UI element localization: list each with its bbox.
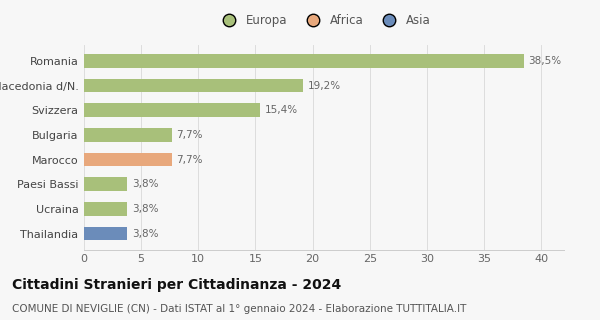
Text: 7,7%: 7,7% <box>176 130 203 140</box>
Bar <box>84 54 524 68</box>
Bar <box>84 103 260 117</box>
Text: COMUNE DI NEVIGLIE (CN) - Dati ISTAT al 1° gennaio 2024 - Elaborazione TUTTITALI: COMUNE DI NEVIGLIE (CN) - Dati ISTAT al … <box>12 304 466 314</box>
Text: Cittadini Stranieri per Cittadinanza - 2024: Cittadini Stranieri per Cittadinanza - 2… <box>12 278 341 292</box>
Bar <box>84 153 172 166</box>
Bar <box>84 227 127 240</box>
Bar <box>84 177 127 191</box>
Text: 19,2%: 19,2% <box>308 81 341 91</box>
Text: 3,8%: 3,8% <box>132 204 158 214</box>
Bar <box>84 79 304 92</box>
Bar <box>84 128 172 142</box>
Text: 38,5%: 38,5% <box>529 56 562 66</box>
Text: 7,7%: 7,7% <box>176 155 203 164</box>
Text: 3,8%: 3,8% <box>132 179 158 189</box>
Bar <box>84 202 127 216</box>
Legend: Europa, Africa, Asia: Europa, Africa, Asia <box>212 9 436 32</box>
Text: 15,4%: 15,4% <box>265 105 298 115</box>
Text: 3,8%: 3,8% <box>132 228 158 238</box>
